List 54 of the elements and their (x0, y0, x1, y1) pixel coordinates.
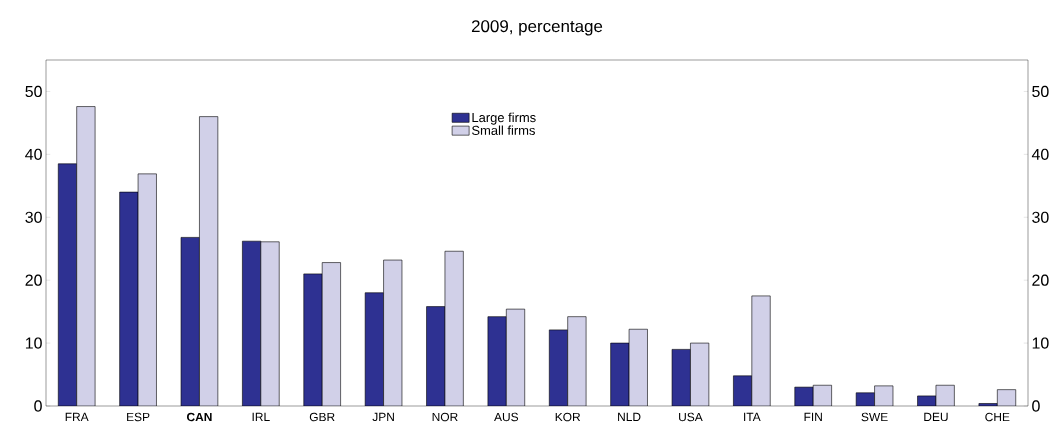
y2-tick-label: 40 (1031, 148, 1049, 161)
y-tick-label: 50 (25, 85, 42, 98)
x-tick-label: ITA (744, 412, 761, 421)
bar (260, 241, 280, 406)
x-tick-label: CAN (186, 412, 212, 422)
y-tick-label: 40 (25, 148, 42, 161)
bar (303, 273, 323, 406)
bar (383, 260, 402, 406)
bar (506, 309, 525, 406)
bar (181, 237, 200, 406)
bar (322, 262, 341, 406)
x-tick-label: NOR (432, 412, 458, 422)
bar (242, 241, 261, 406)
bar (549, 329, 568, 406)
x-tick-label: FIN (804, 412, 822, 421)
y2-tick-label: 50 (1032, 85, 1049, 98)
bar (119, 192, 139, 406)
y2-tick-label: 20 (1032, 274, 1049, 286)
x-tick-label: AUS (494, 412, 519, 422)
x-tick-label: IRL (252, 412, 270, 421)
legend-label: Large firms (472, 112, 536, 125)
x-tick-label: USA (679, 412, 703, 422)
y2-tick-label: 10 (1032, 337, 1049, 349)
bar (629, 329, 648, 406)
x-tick-label: CHE (985, 412, 1010, 422)
bar (199, 116, 218, 406)
y-tick-label: 10 (25, 337, 42, 349)
y2-tick-label: 30 (1032, 211, 1049, 223)
bar (138, 173, 157, 406)
x-tick-label: GBR (309, 412, 335, 422)
x-tick-label: KOR (555, 412, 581, 422)
bar (567, 316, 587, 406)
y2-tick-label: 0 (1032, 400, 1040, 412)
y-tick-label: 30 (25, 211, 42, 223)
bar (365, 292, 384, 406)
bar (751, 295, 771, 406)
x-tick-label: ESP (127, 412, 150, 422)
y-tick-label: 0 (34, 400, 42, 412)
bar (610, 343, 630, 406)
x-tick-label: DEU (924, 412, 948, 422)
x-tick-label: SWE (861, 412, 888, 422)
chart-title: 2009, percentage (471, 20, 603, 36)
bar (672, 349, 691, 406)
bar (444, 251, 464, 406)
bar (487, 316, 507, 406)
bar (690, 343, 709, 406)
bar (58, 163, 77, 406)
x-tick-label: FRA (65, 412, 89, 421)
y-tick-label: 20 (25, 274, 42, 286)
bar (426, 306, 445, 406)
x-tick-label: NLD (618, 412, 641, 421)
legend-label: Small firms (472, 125, 535, 135)
bar (76, 106, 96, 406)
x-tick-label: JPN (372, 412, 394, 422)
